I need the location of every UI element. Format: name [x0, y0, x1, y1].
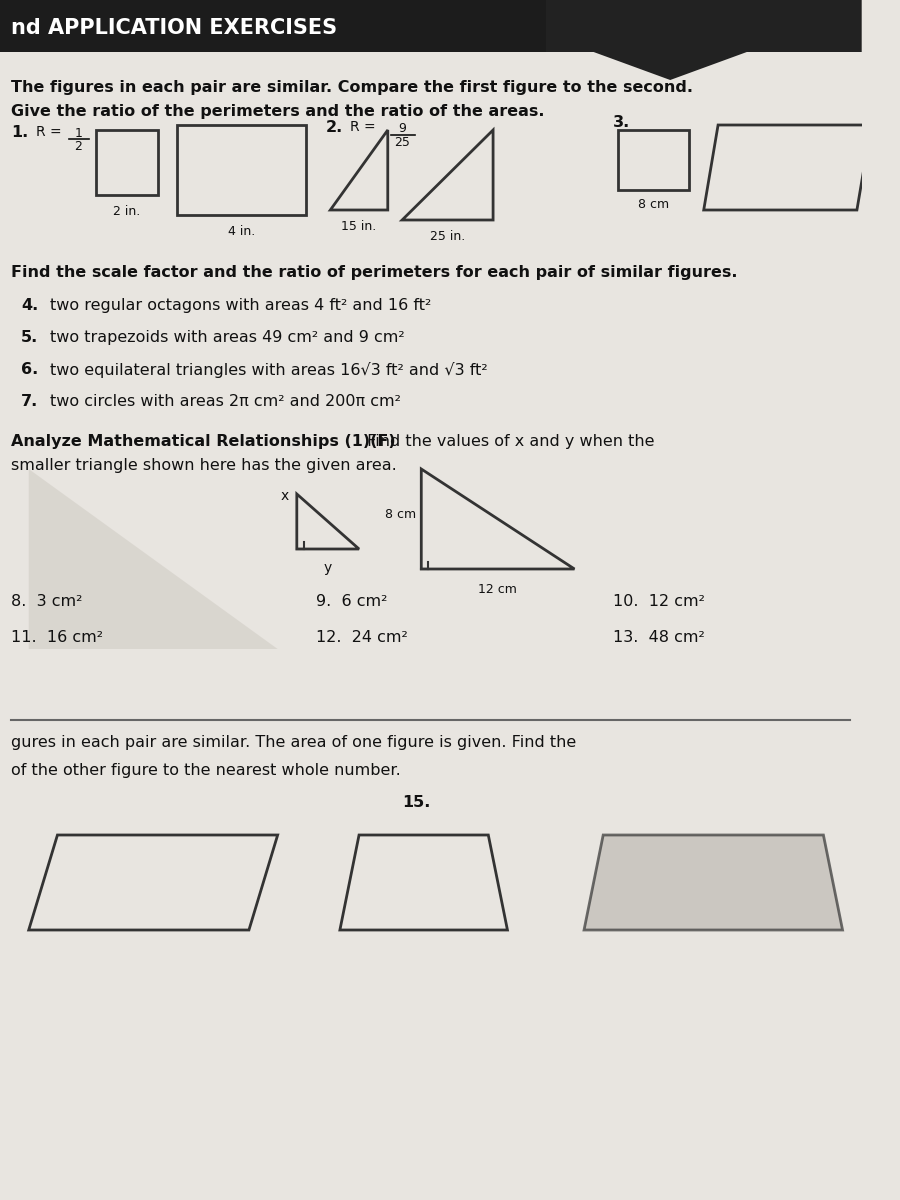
Text: x: x: [281, 490, 289, 503]
Text: 9.  6 cm²: 9. 6 cm²: [316, 594, 387, 608]
Polygon shape: [531, 0, 861, 80]
Text: 2: 2: [75, 140, 83, 152]
Text: gures in each pair are similar. The area of one figure is given. Find the: gures in each pair are similar. The area…: [12, 734, 577, 750]
Text: y: y: [323, 560, 331, 575]
Text: 4 in.: 4 in.: [228, 226, 256, 238]
Text: Give the ratio of the perimeters and the ratio of the areas.: Give the ratio of the perimeters and the…: [12, 104, 545, 119]
Text: 8.  3 cm²: 8. 3 cm²: [12, 594, 83, 608]
Text: 12.  24 cm²: 12. 24 cm²: [316, 630, 408, 646]
Text: 1: 1: [75, 127, 83, 140]
Text: nd APPLICATION EXERCISES: nd APPLICATION EXERCISES: [12, 18, 338, 38]
Text: 11.  16 cm²: 11. 16 cm²: [12, 630, 104, 646]
Text: 2.: 2.: [326, 120, 343, 134]
Text: of the other figure to the nearest whole number.: of the other figure to the nearest whole…: [12, 763, 401, 778]
Text: The figures in each pair are similar. Compare the first figure to the second.: The figures in each pair are similar. Co…: [12, 80, 694, 95]
Text: 10.  12 cm²: 10. 12 cm²: [613, 594, 705, 608]
Text: 13.  48 cm²: 13. 48 cm²: [613, 630, 705, 646]
Text: 15 in.: 15 in.: [341, 220, 377, 233]
Bar: [95, 130, 158, 194]
Text: 1.: 1.: [12, 125, 29, 140]
Text: 4.: 4.: [21, 298, 39, 313]
Text: two circles with areas 2π cm² and 200π cm²: two circles with areas 2π cm² and 200π c…: [50, 394, 400, 409]
Text: 25: 25: [394, 136, 410, 149]
Text: 25 in.: 25 in.: [430, 230, 465, 242]
Text: 12 cm: 12 cm: [479, 583, 518, 596]
Text: 15.: 15.: [402, 794, 430, 810]
Text: two regular octagons with areas 4 ft² and 16 ft²: two regular octagons with areas 4 ft² an…: [50, 298, 431, 313]
Text: 3.: 3.: [613, 115, 630, 130]
Polygon shape: [29, 469, 278, 649]
Text: 7.: 7.: [21, 394, 39, 409]
Text: 2 in.: 2 in.: [113, 205, 140, 218]
Polygon shape: [584, 835, 842, 930]
Bar: [617, 130, 689, 190]
Text: smaller triangle shown here has the given area.: smaller triangle shown here has the give…: [12, 458, 397, 473]
Text: Find the scale factor and the ratio of perimeters for each pair of similar figur: Find the scale factor and the ratio of p…: [12, 265, 738, 280]
Text: R =: R =: [36, 125, 62, 139]
Text: 5.: 5.: [21, 330, 39, 346]
Text: Analyze Mathematical Relationships (1)(F): Analyze Mathematical Relationships (1)(F…: [12, 434, 396, 449]
Bar: [177, 125, 306, 215]
Text: 8 cm: 8 cm: [638, 198, 669, 211]
Text: 9: 9: [398, 122, 406, 134]
Bar: [0, 0, 545, 52]
Text: two equilateral triangles with areas 16√3 ft² and √3 ft²: two equilateral triangles with areas 16√…: [50, 362, 488, 378]
Text: 6.: 6.: [21, 362, 39, 377]
Text: Find the values of x and y when the: Find the values of x and y when the: [362, 434, 654, 449]
Text: 8 cm: 8 cm: [385, 508, 417, 521]
Text: R =: R =: [350, 120, 376, 134]
Text: two trapezoids with areas 49 cm² and 9 cm²: two trapezoids with areas 49 cm² and 9 c…: [50, 330, 404, 346]
